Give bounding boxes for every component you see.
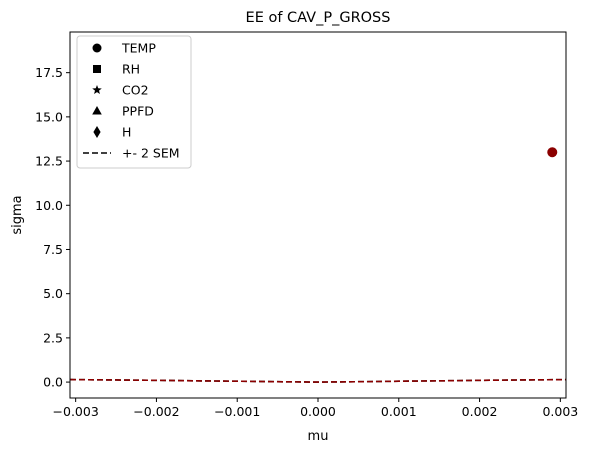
x-tick-label: 0.000 — [300, 404, 336, 419]
x-tick-label: −0.002 — [133, 404, 179, 419]
y-tick-label: 2.5 — [43, 330, 63, 345]
legend-marker-rh — [93, 65, 101, 73]
legend-label: PPFD — [122, 104, 154, 119]
x-tick-label: 0.002 — [462, 404, 498, 419]
legend-label: RH — [122, 62, 140, 77]
x-axis: −0.003 −0.002 −0.001 0.000 0.001 0.002 0.003 — [53, 398, 579, 419]
x-axis-label: mu — [308, 429, 329, 444]
y-tick-label: 15.0 — [35, 109, 63, 124]
x-tick-label: −0.003 — [53, 404, 99, 419]
data-point-temp — [547, 147, 557, 157]
sem-curve — [70, 380, 566, 382]
y-tick-label: 10.0 — [35, 198, 63, 213]
y-tick-label: 12.5 — [35, 154, 63, 169]
legend-label: TEMP — [121, 41, 156, 56]
legend-label: H — [122, 125, 131, 140]
x-tick-label: −0.001 — [214, 404, 260, 419]
legend-label: +- 2 SEM — [122, 146, 180, 161]
legend-marker-temp — [93, 44, 102, 53]
y-tick-label: 0.0 — [43, 375, 63, 390]
x-tick-label: 0.003 — [542, 404, 578, 419]
y-tick-label: 17.5 — [35, 65, 63, 80]
y-axis: 0.0 2.5 5.0 7.5 10.0 12.5 15.0 17.5 — [35, 65, 70, 389]
y-tick-label: 7.5 — [43, 242, 63, 257]
legend-label: CO2 — [122, 83, 149, 98]
y-axis-label: sigma — [10, 195, 25, 234]
y-tick-label: 5.0 — [43, 286, 63, 301]
legend: TEMP RH CO2 PPFD H +- 2 SEM — [77, 36, 191, 168]
chart-title: EE of CAV_P_GROSS — [246, 10, 391, 26]
x-tick-label: 0.001 — [381, 404, 417, 419]
